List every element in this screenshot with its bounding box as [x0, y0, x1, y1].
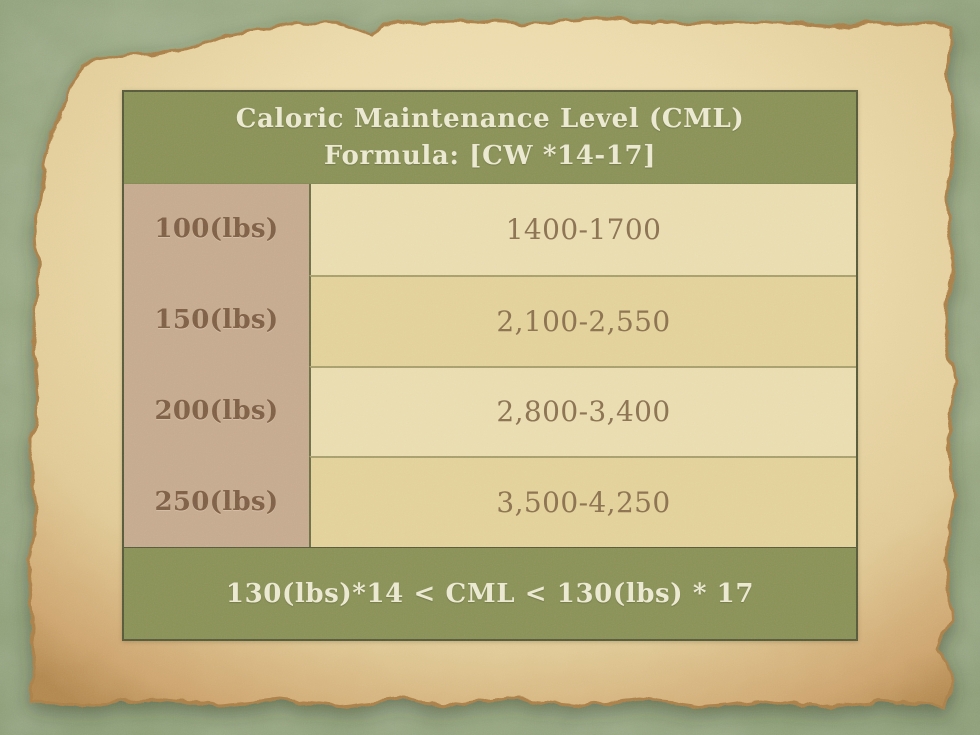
table-header: Caloric Maintenance Level (CML) Formula:…: [124, 92, 856, 184]
table-title-line2: Formula: [CW *14-17]: [323, 140, 657, 171]
weight-cell-100: 100(lbs): [124, 184, 309, 275]
calorie-cell-100: 1400-1700: [309, 184, 856, 275]
table-footer: 130(lbs)*14 < CML < 130(lbs) * 17: [124, 547, 856, 639]
weight-cell-250: 250(lbs): [124, 456, 309, 547]
calorie-cell-250: 3,500-4,250: [309, 456, 856, 547]
calorie-cell-200: 2,800-3,400: [309, 365, 856, 457]
footer-formula: 130(lbs)*14 < CML < 130(lbs) * 17: [225, 578, 755, 609]
cml-table: Caloric Maintenance Level (CML) Formula:…: [122, 90, 858, 641]
weight-cell-200: 200(lbs): [124, 365, 309, 457]
weight-cell-150: 150(lbs): [124, 274, 309, 366]
table-title-line1: Caloric Maintenance Level (CML): [235, 103, 745, 134]
calorie-cell-150: 2,100-2,550: [309, 274, 856, 366]
